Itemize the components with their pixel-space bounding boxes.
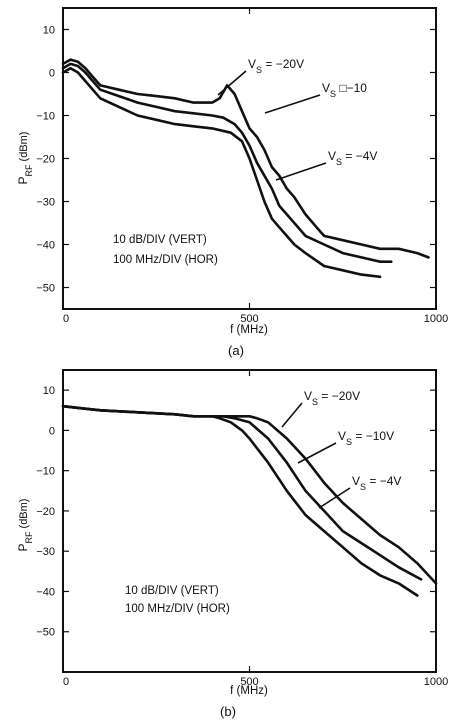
annotation-line-a1: 10 dB/DIV (VERT) xyxy=(113,234,207,246)
ytick-label-b-2: −10 xyxy=(36,466,55,478)
series-label-b-1: VS = −10V xyxy=(338,429,394,447)
ytick-label-a-2: −10 xyxy=(36,111,55,123)
ytick-label-a-6: −50 xyxy=(36,283,55,295)
ticks-a: 10 0 −10 −20 −30 −40 −50 0 500 1000 xyxy=(36,8,448,325)
series-leader-b-1 xyxy=(297,442,337,464)
ytick-label-a-5: −40 xyxy=(36,240,55,252)
ylabel-b-main: P xyxy=(16,543,30,551)
ytick-label-b-5: −40 xyxy=(36,586,55,598)
xtick-label-b-1: 500 xyxy=(240,676,258,688)
series-line-a-0 xyxy=(61,58,430,259)
series-leader-b-2 xyxy=(318,487,351,509)
xtick-label-b-0: 0 xyxy=(63,676,69,688)
ytick-label-a-0: 10 xyxy=(43,25,55,37)
ytick-label-a-4: −30 xyxy=(36,197,55,209)
panel-label-a: (a) xyxy=(228,343,244,358)
series-label-a-1: VS □−10 xyxy=(322,81,367,99)
curves-a: VS = −20V VS □−10 VS = −4V xyxy=(61,57,430,279)
annotation-line-b1: 10 dB/DIV (VERT) xyxy=(125,585,219,597)
ylabel-a-sub: RF xyxy=(24,164,34,176)
series-label-b-2: VS = −4V xyxy=(352,474,401,492)
ylabel-a: PRF (dBm) xyxy=(16,132,34,185)
ytick-label-b-4: −30 xyxy=(36,546,55,558)
xtick-label-a-2: 1000 xyxy=(424,313,448,325)
series-label-b-0: VS = −20V xyxy=(304,389,360,407)
ticks-b: 10 0 −10 −20 −30 −40 −50 0 500 1000 xyxy=(36,370,448,688)
annotation-b: 10 dB/DIV (VERT) 100 MHz/DIV (HOR) xyxy=(125,585,230,615)
series-label-a-2: VS = −4V xyxy=(328,149,377,167)
ytick-label-a-1: 0 xyxy=(49,68,55,80)
panel-a: 10 0 −10 −20 −30 −40 −50 0 500 1000 VS = −20V VS □… xyxy=(16,7,448,358)
series-line-a-1 xyxy=(61,62,393,263)
ylabel-a-unit: (dBm) xyxy=(18,132,30,162)
ytick-label-b-3: −20 xyxy=(36,506,55,518)
series-line-b-2 xyxy=(61,404,419,597)
xtick-label-a-1: 500 xyxy=(240,313,258,325)
series-leader-a-1 xyxy=(264,94,321,114)
xtick-label-a-0: 0 xyxy=(63,313,69,325)
series-line-a-2 xyxy=(61,66,382,279)
ylabel-b-sub: RF xyxy=(24,531,34,543)
series-leader-a-2 xyxy=(275,162,327,181)
ylabel-b: PRF (dBm) xyxy=(16,499,34,552)
ytick-label-b-0: 10 xyxy=(43,385,55,397)
xlabel-a: f (MHz) xyxy=(230,324,268,336)
ytick-label-b-1: 0 xyxy=(49,425,55,437)
xlabel-b: f (MHz) xyxy=(230,685,268,697)
annotation-line-a2: 100 MHz/DIV (HOR) xyxy=(113,254,218,266)
annotation-line-b2: 100 MHz/DIV (HOR) xyxy=(125,603,230,615)
xtick-label-b-2: 1000 xyxy=(424,676,448,688)
ytick-label-b-6: −50 xyxy=(36,627,55,639)
ylabel-a-main: P xyxy=(16,176,30,184)
panel-label-b: (b) xyxy=(220,704,236,719)
series-leader-b-0 xyxy=(281,402,303,428)
curves-b: VS = −20V VS = −10V VS = −4V xyxy=(61,389,438,597)
ylabel-b-unit: (dBm) xyxy=(18,499,30,529)
annotation-a: 10 dB/DIV (VERT) 100 MHz/DIV (HOR) xyxy=(113,234,218,266)
series-leader-a-0 xyxy=(217,70,247,96)
ytick-label-a-3: −20 xyxy=(36,154,55,166)
series-label-a-0: VS = −20V xyxy=(248,57,304,75)
